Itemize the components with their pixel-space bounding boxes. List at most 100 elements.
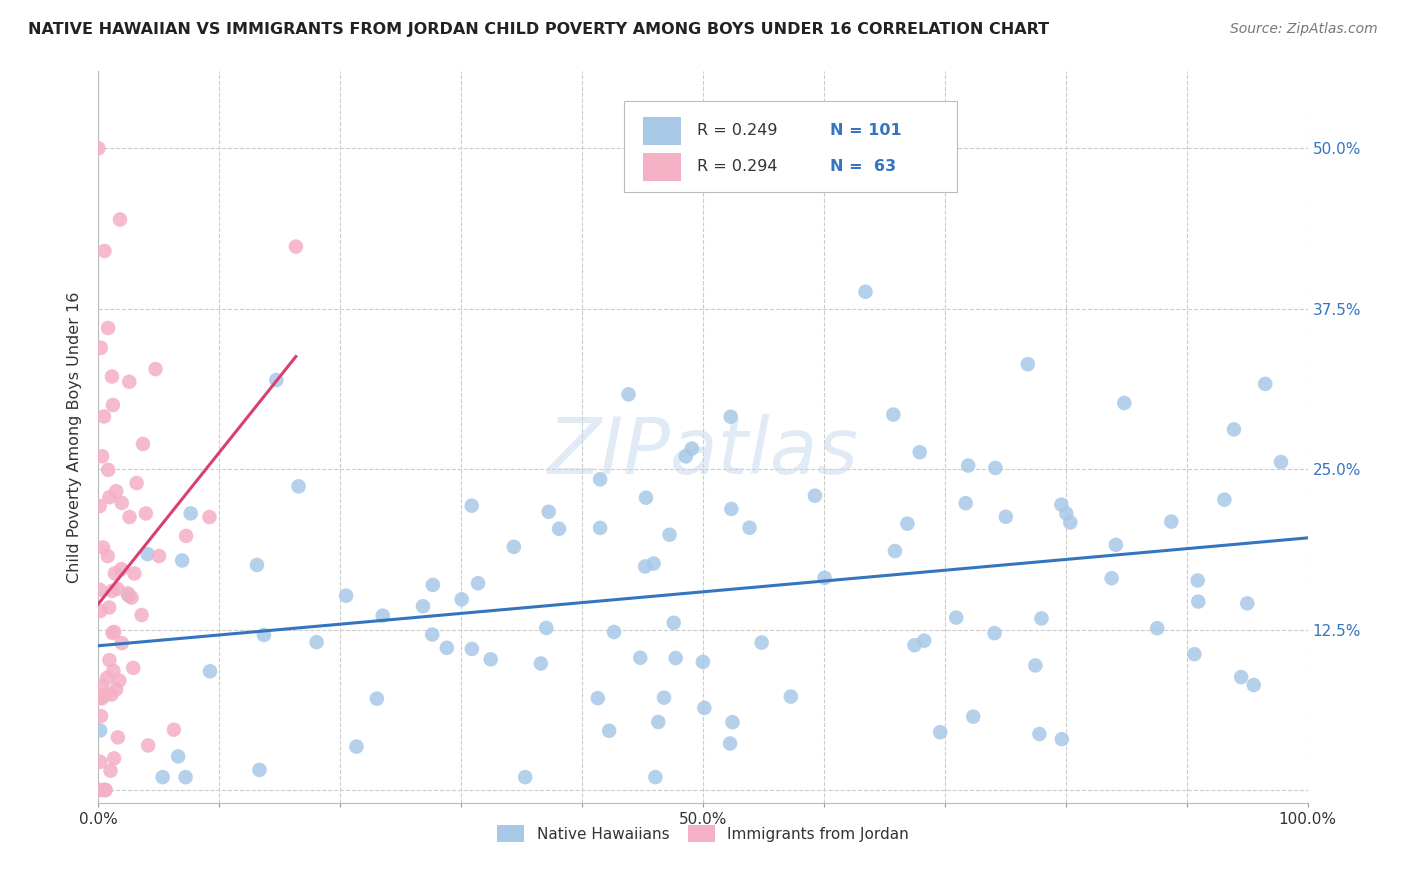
Point	[89, 690, 111, 705]
Point	[1114, 396, 1136, 410]
Point	[720, 409, 742, 424]
Point	[1101, 571, 1123, 585]
Point	[174, 770, 197, 784]
Point	[89, 604, 111, 618]
Point	[681, 442, 703, 456]
Point	[589, 472, 612, 486]
Text: R = 0.249: R = 0.249	[697, 123, 778, 138]
Point	[903, 638, 925, 652]
Point	[957, 458, 980, 473]
Point	[721, 715, 744, 730]
Point	[103, 751, 125, 765]
Point	[422, 578, 444, 592]
Point	[180, 507, 202, 521]
Point	[738, 521, 761, 535]
Point	[658, 527, 681, 541]
Text: N = 101: N = 101	[830, 123, 901, 138]
Point	[450, 592, 472, 607]
Point	[1270, 455, 1292, 469]
Point	[647, 714, 669, 729]
Point	[751, 635, 773, 649]
Point	[90, 341, 112, 355]
Point	[90, 679, 112, 693]
Point	[335, 589, 357, 603]
Point	[118, 375, 141, 389]
Point	[603, 625, 626, 640]
Point	[1031, 611, 1053, 625]
Point	[346, 739, 368, 754]
Point	[110, 562, 132, 576]
Point	[652, 690, 675, 705]
Point	[912, 633, 935, 648]
Point	[163, 723, 186, 737]
Point	[962, 709, 984, 723]
Point	[675, 450, 697, 464]
Point	[461, 499, 484, 513]
Point	[118, 510, 141, 524]
Point	[107, 731, 129, 745]
Point	[198, 665, 221, 679]
Point	[148, 549, 170, 563]
Text: R = 0.294: R = 0.294	[697, 159, 778, 174]
Point	[101, 626, 124, 640]
Point	[945, 610, 967, 624]
Point	[198, 510, 221, 524]
Text: Source: ZipAtlas.com: Source: ZipAtlas.com	[1230, 22, 1378, 37]
Point	[1105, 538, 1128, 552]
Point	[366, 691, 388, 706]
Point	[548, 522, 571, 536]
Point	[628, 650, 651, 665]
Point	[1187, 574, 1209, 588]
Point	[172, 553, 194, 567]
Point	[693, 701, 716, 715]
Point	[908, 445, 931, 459]
Point	[136, 547, 159, 561]
Point	[97, 463, 120, 477]
Point	[96, 671, 118, 685]
Point	[994, 509, 1017, 524]
Point	[1236, 596, 1258, 610]
Point	[955, 496, 977, 510]
Point	[124, 566, 146, 581]
Point	[111, 636, 134, 650]
Point	[89, 582, 111, 597]
Point	[136, 739, 159, 753]
Point	[89, 755, 111, 769]
Point	[634, 559, 657, 574]
Point	[91, 541, 114, 555]
Point	[644, 770, 666, 784]
Point	[89, 783, 111, 797]
Point	[122, 661, 145, 675]
Point	[634, 491, 657, 505]
Point	[502, 540, 524, 554]
Point	[1187, 594, 1209, 608]
Point	[617, 387, 640, 401]
Point	[90, 709, 112, 723]
Point	[1050, 732, 1073, 747]
Point	[1024, 658, 1046, 673]
Point	[93, 783, 115, 797]
Point	[246, 558, 269, 572]
Point	[249, 763, 271, 777]
Point	[983, 626, 1005, 640]
Point	[692, 655, 714, 669]
Point	[105, 582, 128, 596]
Point	[1146, 621, 1168, 635]
Point	[855, 285, 877, 299]
Point	[1028, 727, 1050, 741]
Point	[121, 591, 143, 605]
Point	[93, 409, 115, 424]
Point	[100, 764, 122, 778]
Point	[779, 690, 801, 704]
Point	[1050, 498, 1073, 512]
Point	[720, 502, 742, 516]
Text: N =  63: N = 63	[830, 159, 896, 174]
Point	[97, 321, 120, 335]
Point	[537, 505, 560, 519]
Point	[586, 691, 609, 706]
Point	[94, 783, 117, 797]
Point	[1213, 492, 1236, 507]
Point	[266, 373, 288, 387]
Point	[104, 566, 127, 581]
Point	[101, 369, 124, 384]
